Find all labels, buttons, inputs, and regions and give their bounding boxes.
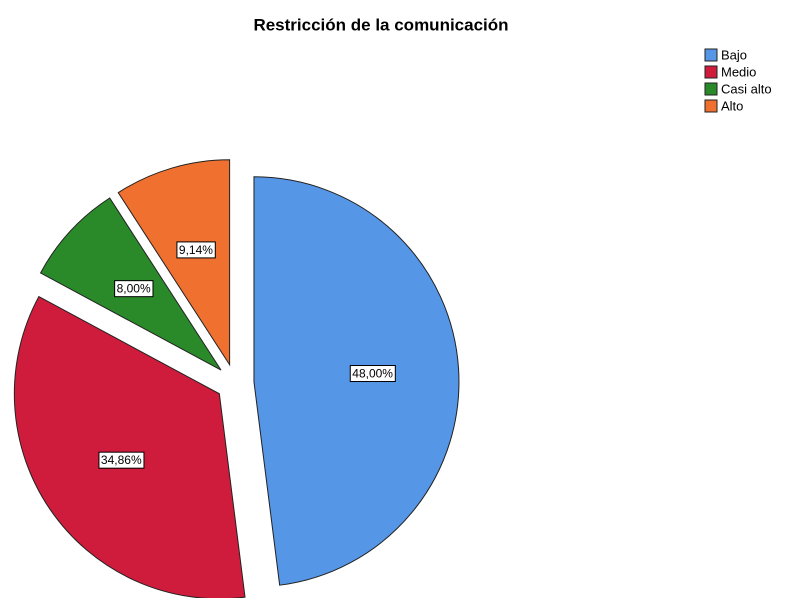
label-text: 48,00% xyxy=(352,367,393,381)
data-label: 34,86% xyxy=(98,451,145,469)
label-text: 34,86% xyxy=(101,453,142,467)
pie-slice xyxy=(117,159,231,367)
label-box xyxy=(349,365,396,383)
label-text: 8,00% xyxy=(117,282,151,296)
legend-label: Casi alto xyxy=(721,81,772,96)
legend-swatch xyxy=(704,99,718,113)
data-label: 8,00% xyxy=(114,280,154,298)
legend-swatch xyxy=(704,82,718,96)
chart-title: Restricción de la comunicación xyxy=(253,15,508,34)
label-box xyxy=(98,451,145,469)
label-box xyxy=(114,280,154,298)
legend-swatch xyxy=(704,48,718,62)
label-box xyxy=(176,241,216,259)
legend-label: Alto xyxy=(721,98,743,113)
data-label: 9,14% xyxy=(176,241,216,259)
legend-label: Medio xyxy=(721,64,756,79)
label-text: 9,14% xyxy=(179,243,213,257)
legend-label: Bajo xyxy=(721,47,747,62)
legend-swatch xyxy=(704,65,718,79)
pie-slice xyxy=(13,295,246,598)
data-label: 48,00% xyxy=(349,365,396,383)
